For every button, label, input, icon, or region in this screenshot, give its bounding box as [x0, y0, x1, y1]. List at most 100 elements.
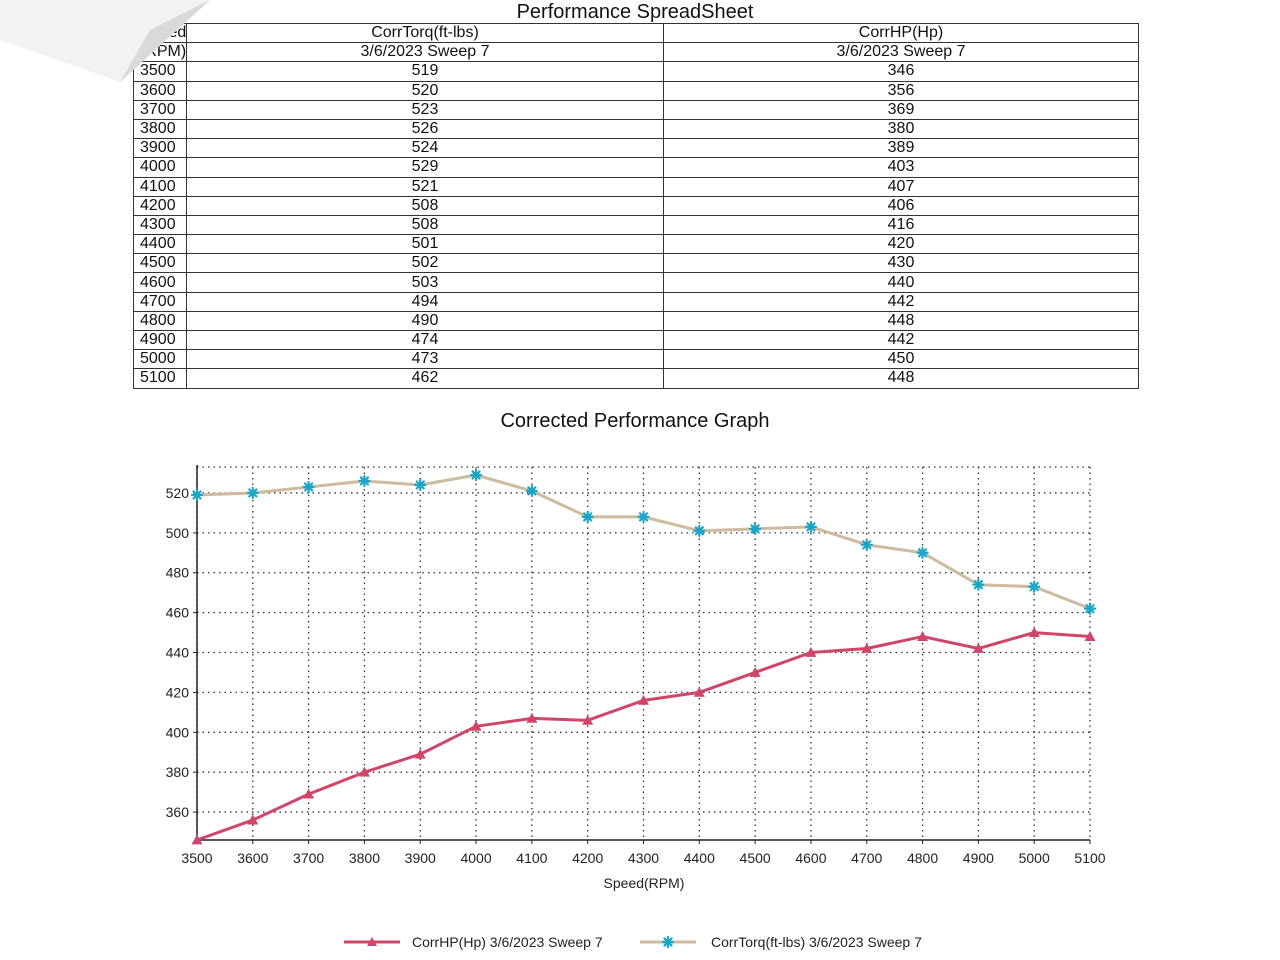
- table-row: 3700 523 369: [133, 99, 1139, 120]
- y-tick-label: 520: [166, 485, 190, 501]
- table-row: 3800 526 380: [133, 118, 1139, 140]
- y-tick-label: 380: [166, 764, 190, 780]
- star-marker-stroke: [638, 512, 649, 522]
- chart-grid: [196, 466, 1091, 840]
- speed-cell: 4200: [133, 195, 187, 216]
- x-tick-label: 4200: [572, 850, 603, 866]
- speed-cell: 4700: [133, 291, 187, 312]
- speed-cell: 3700: [133, 99, 187, 120]
- star-marker-stroke: [303, 482, 314, 492]
- torque-data-point: [804, 520, 818, 533]
- table-row: 4800 490 448: [133, 310, 1139, 332]
- x-tick-label: 4600: [795, 850, 826, 866]
- torque-cell: 474: [186, 329, 664, 351]
- table-row: 5000 473 450: [133, 349, 1139, 370]
- table-row: 3900 524 389: [133, 138, 1139, 159]
- torque-cell: 508: [186, 195, 664, 216]
- y-tick-label: 440: [166, 645, 190, 661]
- x-tick-label: 4300: [628, 850, 659, 866]
- torque-data-point: [1083, 602, 1097, 615]
- table-row: 4700 494 442: [133, 291, 1139, 312]
- star-marker-stroke: [359, 476, 370, 486]
- x-tick-label: 4000: [460, 850, 491, 866]
- speed-cell: 3900: [133, 138, 187, 159]
- torque-cell: 503: [186, 272, 664, 293]
- legend-hp-label: CorrHP(Hp) 3/6/2023 Sweep 7: [412, 934, 603, 950]
- y-tick-label: 400: [166, 724, 190, 740]
- torque-data-point: [358, 474, 371, 488]
- column-header-torque: CorrTorq(ft-lbs): [186, 22, 664, 44]
- hp-data-point: [526, 712, 538, 723]
- column-subheader-torque-run: 3/6/2023 Sweep 7: [186, 42, 664, 63]
- speed-cell: 3600: [133, 80, 187, 101]
- torque-cell: 501: [186, 234, 664, 255]
- hp-cell: 346: [663, 61, 1139, 82]
- torque-data-point: [190, 488, 204, 502]
- hp-cell: 430: [663, 253, 1139, 274]
- speed-cell: 3800: [133, 118, 187, 140]
- torque-cell: 490: [186, 310, 664, 332]
- y-tick-label: 420: [166, 684, 190, 700]
- x-tick-label: 3800: [349, 850, 380, 866]
- x-tick-label: 4400: [684, 850, 715, 866]
- hp-data-point: [861, 643, 873, 653]
- star-marker-stroke: [973, 580, 984, 590]
- y-tick-label: 360: [166, 804, 190, 820]
- hp-data-point: [972, 643, 984, 653]
- hp-cell: 403: [663, 157, 1139, 178]
- table-row: 4400 501 420: [133, 234, 1139, 255]
- torque-data-point: [469, 468, 483, 482]
- column-subheader-unit: (RPM): [133, 42, 187, 63]
- column-subheader-hp-run: 3/6/2023 Sweep 7: [663, 42, 1139, 63]
- speed-cell: 4600: [133, 272, 187, 293]
- x-tick-label: 3500: [181, 850, 212, 866]
- x-tick-label: 4500: [740, 850, 771, 866]
- torque-data-point: [860, 538, 873, 551]
- legend-torque-label: CorrTorq(ft-lbs) 3/6/2023 Sweep 7: [711, 934, 922, 950]
- hp-cell: 369: [663, 99, 1139, 120]
- torque-cell: 521: [186, 176, 664, 197]
- x-tick-label: 4800: [907, 850, 938, 866]
- speed-cell: 4500: [133, 253, 187, 274]
- star-marker-stroke: [248, 488, 258, 498]
- x-tick-label: 5000: [1019, 850, 1050, 866]
- star-marker-stroke: [917, 548, 928, 558]
- star-marker-stroke: [583, 512, 593, 522]
- hp-cell: 407: [663, 176, 1139, 197]
- torque-data-point: [916, 546, 929, 559]
- x-tick-label: 5100: [1074, 850, 1105, 866]
- torque-data-point: [581, 510, 594, 523]
- hp-data-point: [917, 631, 929, 641]
- hp-cell: 416: [663, 214, 1139, 236]
- torque-data-point: [414, 478, 427, 492]
- performance-line-chart: 360 380 400 420 440 460 480 500 520 3500 3600 3700 3…: [166, 465, 1106, 950]
- table-row: 4300 508 416: [133, 214, 1139, 236]
- hp-cell: 442: [663, 291, 1139, 312]
- speed-cell: 4900: [133, 329, 187, 351]
- torque-cell: 494: [186, 291, 664, 312]
- speed-cell: 4000: [133, 157, 187, 178]
- hp-cell: 389: [663, 138, 1139, 159]
- legend-torque-marker: [661, 935, 675, 949]
- performance-table: Speed CorrTorq(ft-lbs) CorrHP(Hp) (RPM) …: [133, 22, 1139, 389]
- star-marker-stroke: [527, 486, 537, 496]
- hp-data-point: [414, 748, 426, 759]
- column-header-hp: CorrHP(Hp): [663, 22, 1139, 44]
- star-marker-stroke: [663, 937, 673, 947]
- torque-data-point: [1028, 580, 1041, 593]
- hp-data-point: [470, 720, 482, 731]
- hp-data-point: [638, 694, 649, 705]
- speed-cell: 4300: [133, 214, 187, 236]
- y-tick-label: 460: [166, 605, 190, 621]
- hp-data-point: [303, 788, 315, 799]
- table-row: 4900 474 442: [133, 329, 1139, 351]
- x-tick-label: 4700: [851, 850, 882, 866]
- table-subheader-row: (RPM) 3/6/2023 Sweep 7 3/6/2023 Sweep 7: [133, 42, 1139, 63]
- hp-cell: 450: [663, 349, 1139, 370]
- torque-data-point: [637, 510, 650, 523]
- legend-hp-marker: [367, 937, 377, 946]
- graph-title: Corrected Performance Graph: [500, 410, 770, 432]
- table-row: 3600 520 356: [133, 80, 1139, 101]
- performance-table-body: Speed CorrTorq(ft-lbs) CorrHP(Hp) (RPM) …: [133, 22, 1139, 389]
- hp-cell: 406: [663, 195, 1139, 216]
